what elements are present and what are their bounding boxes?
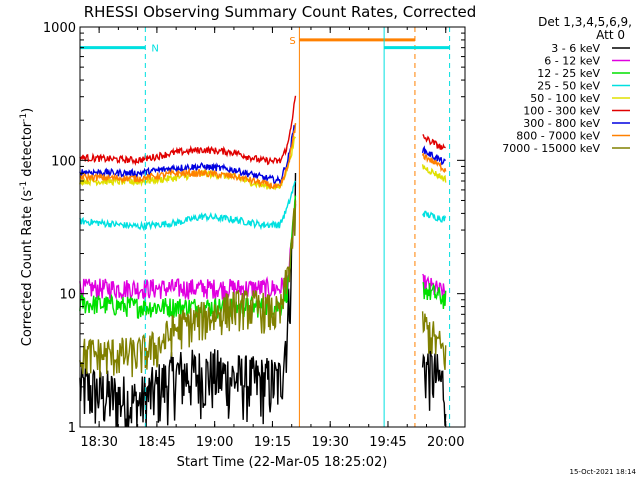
series-post-line-5 <box>422 134 446 151</box>
y-axis-label-sup1: -1 <box>19 181 29 190</box>
series-6 <box>79 123 446 185</box>
y-tick-label-0: 1 <box>68 421 76 436</box>
footer-date: 15-Oct-2021 18:14 <box>570 468 637 476</box>
series-1 <box>79 203 446 301</box>
x-tick-label-4: 19:30 <box>311 435 348 450</box>
marker-2 <box>383 27 451 427</box>
marker-label-0: N <box>151 44 158 55</box>
series-3 <box>79 180 447 232</box>
marker-1: S <box>289 27 416 427</box>
x-tick-label-2: 19:00 <box>196 435 233 450</box>
legend-label-7: 800 - 7000 keV <box>516 130 600 143</box>
legend-item-1: 6 - 12 keV <box>544 55 630 68</box>
series-8 <box>79 200 447 378</box>
legend-item-2: 12 - 25 keV <box>537 67 630 80</box>
y-axis-label: Corrected Count Rate (s-1 detector-1) <box>19 108 35 346</box>
series-5 <box>79 95 446 166</box>
legend-attenuator: Att 0 <box>596 28 625 42</box>
x-tick-label-5: 19:45 <box>369 435 406 450</box>
marker-0: N <box>80 27 159 427</box>
legend-title: Det 1,3,4,5,6,9, <box>538 15 632 29</box>
chart-title: RHESSI Observing Summary Count Rates, Co… <box>84 3 477 21</box>
series-post-line-7 <box>421 152 447 174</box>
y-axis-label-mid: detector <box>20 121 35 181</box>
series-line-0 <box>79 172 297 428</box>
y-axis-label-main: Corrected Count Rate (s <box>20 190 35 347</box>
y-axis-label-end: ) <box>20 108 35 113</box>
x-tick-label-6: 20:00 <box>427 435 464 450</box>
series-7 <box>79 123 447 190</box>
y-tick-label-1: 10 <box>59 288 76 303</box>
legend-label-0: 3 - 6 keV <box>551 42 600 55</box>
marker-label-1: S <box>289 36 295 47</box>
series-post-line-2 <box>422 281 447 310</box>
series-layer <box>79 95 447 428</box>
y-tick-label-3: 1000 <box>43 21 76 36</box>
tick-layer: 18:30 18:45 19:00 19:15 19:30 19:45 20:00 1 10 10… <box>43 21 466 450</box>
marker-layer: NS <box>80 27 451 427</box>
series-post-line-3 <box>421 210 447 223</box>
x-tick-label-1: 18:45 <box>138 435 175 450</box>
legend-label-3: 25 - 50 keV <box>537 80 600 93</box>
x-axis-label: Start Time (22-Mar-05 18:25:02) <box>177 455 388 470</box>
legend-item-7: 800 - 7000 keV <box>516 130 630 143</box>
legend-label-2: 12 - 25 keV <box>537 67 600 80</box>
series-0 <box>79 172 447 428</box>
legend-label-8: 7000 - 15000 keV <box>502 142 600 155</box>
legend-label-5: 100 - 300 keV <box>523 105 600 118</box>
series-line-8 <box>79 200 297 378</box>
series-line-5 <box>79 95 297 166</box>
series-post-line-8 <box>421 311 447 370</box>
series-post-line-6 <box>421 145 446 166</box>
x-tick-label-0: 18:30 <box>80 435 117 450</box>
series-post-line-4 <box>421 164 447 183</box>
y-tick-label-2: 100 <box>51 154 76 169</box>
legend-label-4: 50 - 100 keV <box>530 92 600 105</box>
legend-item-4: 50 - 100 keV <box>530 92 630 105</box>
legend-item-0: 3 - 6 keV <box>551 42 630 55</box>
series-line-1 <box>79 203 297 301</box>
legend-item-5: 100 - 300 keV <box>523 105 630 118</box>
series-post-line-0 <box>421 346 447 426</box>
legend-label-1: 6 - 12 keV <box>544 55 600 68</box>
series-line-7 <box>79 123 297 190</box>
legend-item-8: 7000 - 15000 keV <box>502 142 630 155</box>
legend-item-6: 300 - 800 keV <box>523 117 630 130</box>
series-line-3 <box>79 180 296 232</box>
legend-label-6: 300 - 800 keV <box>523 117 600 130</box>
legend-item-3: 25 - 50 keV <box>537 80 630 93</box>
y-axis-label-sup2: -1 <box>19 113 29 122</box>
series-line-6 <box>79 123 297 185</box>
x-tick-label-3: 19:15 <box>254 435 291 450</box>
